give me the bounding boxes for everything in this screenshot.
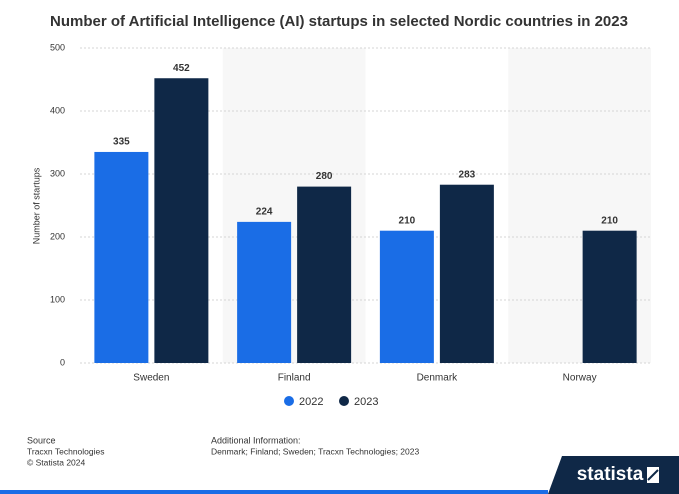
y-tick-label: 400	[50, 105, 65, 115]
legend-label: 2022	[299, 396, 323, 408]
bottom-band	[0, 490, 548, 494]
plot: 0 100 200 300 400 500 Sweden 335 452 Finland 224 28…	[50, 42, 651, 408]
legend-label: 2023	[354, 396, 378, 408]
source-line: Tracxn Technologies	[27, 446, 105, 456]
value-label: 224	[256, 207, 273, 218]
chart-title: Number of Artificial Intelligence (AI) s…	[50, 13, 628, 30]
bar	[154, 78, 209, 364]
info-heading: Additional Information:	[211, 435, 301, 445]
y-tick-label: 200	[50, 231, 65, 241]
bar	[237, 221, 292, 363]
x-tick-label: Denmark	[417, 373, 459, 384]
value-label: 210	[601, 215, 618, 226]
bar	[439, 184, 494, 363]
y-tick-label: 100	[50, 294, 65, 304]
y-tick-label: 300	[50, 168, 65, 178]
logo-icon	[645, 465, 661, 485]
bar	[379, 230, 434, 363]
y-tick-label: 0	[60, 357, 65, 367]
y-tick-label: 500	[50, 42, 65, 52]
y-axis-label: Number of startups	[31, 167, 41, 244]
bar	[582, 230, 637, 363]
value-label: 452	[173, 63, 190, 74]
x-tick-label: Finland	[278, 373, 311, 384]
source-heading: Source	[27, 435, 56, 445]
legend-marker	[284, 396, 294, 406]
source-line: © Statista 2024	[27, 457, 86, 467]
value-label: 280	[316, 171, 333, 182]
info-line: Denmark; Finland; Sweden; Tracxn Technol…	[211, 446, 419, 456]
value-label: 335	[113, 137, 130, 148]
bar	[94, 151, 149, 363]
bar	[297, 186, 352, 363]
x-tick-label: Norway	[563, 373, 597, 384]
value-label: 283	[459, 169, 476, 180]
value-label: 210	[399, 215, 416, 226]
logo: statista	[577, 464, 644, 485]
x-tick-label: Sweden	[133, 373, 169, 384]
legend-marker	[339, 396, 349, 406]
